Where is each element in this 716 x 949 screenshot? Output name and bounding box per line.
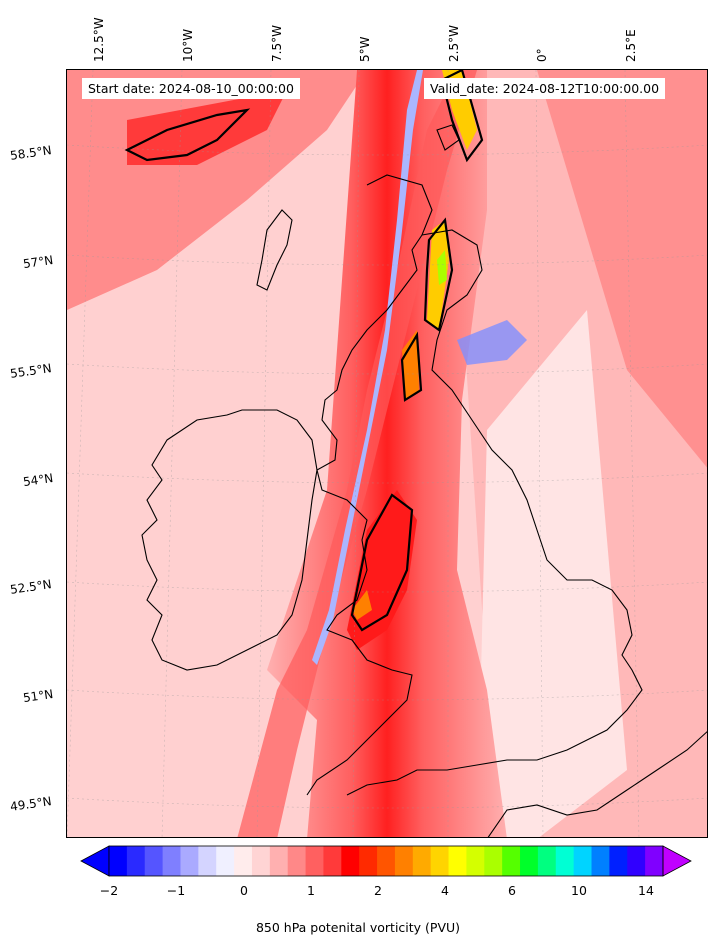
lon-label: 0° bbox=[535, 48, 549, 62]
lat-label: 51°N bbox=[22, 686, 55, 706]
colorbar-swatch bbox=[377, 846, 396, 876]
colorbar-swatch bbox=[502, 846, 521, 876]
colorbar-swatch bbox=[520, 846, 539, 876]
colorbar-tick-label: 0 bbox=[240, 883, 248, 898]
britain-west-coast bbox=[306, 174, 433, 796]
colorbar-swatch bbox=[466, 846, 485, 876]
valid-date-label: Valid_date: 2024-08-12T10:00:00.00 bbox=[424, 78, 666, 99]
colorbar-swatch bbox=[305, 846, 324, 876]
lat-label: 58.5°N bbox=[9, 143, 53, 163]
lon-label: 2.5°W bbox=[447, 25, 461, 62]
lon-label: 12.5°W bbox=[92, 17, 106, 62]
colorbar-swatch bbox=[144, 846, 164, 876]
pv-core-scotland bbox=[427, 220, 449, 330]
colorbar-swatch bbox=[448, 846, 467, 876]
pv-streak-east bbox=[537, 70, 707, 468]
pv-contour-northwest bbox=[124, 108, 251, 162]
colorbar-swatch bbox=[627, 846, 646, 876]
lon-label: 10°W bbox=[181, 28, 195, 62]
pv-contours bbox=[124, 70, 484, 632]
colorbar-swatch bbox=[359, 846, 378, 876]
colorbar-swatch bbox=[609, 846, 628, 876]
pv-contour-wales bbox=[350, 493, 414, 632]
pv-core-scotland-max bbox=[437, 250, 447, 285]
coastlines bbox=[141, 124, 707, 837]
pv-negative-streak bbox=[312, 70, 423, 665]
colorbar-tick-label: 1 bbox=[307, 883, 315, 898]
start-date-label: Start date: 2024-08-10_00:00:00 bbox=[82, 78, 300, 99]
pv-band-west-edge bbox=[237, 70, 477, 837]
colorbar-tick-label: 4 bbox=[441, 883, 449, 898]
ireland-coast bbox=[141, 409, 318, 671]
colorbar-swatch bbox=[555, 846, 575, 876]
colorbar-swatch bbox=[430, 846, 450, 876]
colorbar-swatch bbox=[484, 846, 503, 876]
colorbar-swatch bbox=[162, 846, 181, 876]
lat-label: 52.5°N bbox=[9, 577, 53, 597]
colorbar-title: 850 hPa potenital vorticity (PVU) bbox=[255, 920, 461, 935]
colorbar-swatch bbox=[394, 846, 414, 876]
hebrides-coast bbox=[256, 209, 293, 291]
graticule bbox=[67, 70, 707, 837]
pv-negative-blob bbox=[457, 320, 527, 365]
lat-label: 49.5°N bbox=[9, 794, 53, 814]
colorbar-swatch bbox=[412, 846, 432, 876]
lon-label: 5°W bbox=[358, 36, 372, 63]
lat-label: 57°N bbox=[22, 252, 55, 272]
lon-label: 2.5°E bbox=[624, 29, 638, 62]
pv-max-northwest bbox=[127, 90, 287, 165]
pv-contour-central bbox=[400, 331, 423, 402]
colorbar-swatch bbox=[341, 846, 360, 876]
colorbar-swatch bbox=[251, 846, 271, 876]
colorbar-tick-label: 10 bbox=[571, 883, 587, 898]
lat-label: 55.5°N bbox=[9, 361, 53, 381]
colorbar bbox=[80, 845, 692, 877]
colorbar-swatch bbox=[287, 846, 307, 876]
colorbar-swatch bbox=[573, 846, 593, 876]
pv-core-central bbox=[402, 330, 419, 400]
colorbar-swatch bbox=[269, 846, 289, 876]
colorbar-tick-label: −1 bbox=[166, 883, 186, 898]
colorbar-swatch bbox=[645, 846, 664, 876]
colorbar-swatch bbox=[323, 846, 342, 876]
pv-contour-scotland bbox=[423, 217, 454, 332]
colorbar-tick-label: −2 bbox=[99, 883, 119, 898]
britain-east-coast bbox=[346, 229, 643, 796]
colorbar-extend-low bbox=[80, 845, 110, 877]
pv-contour-north bbox=[440, 70, 484, 163]
lon-label: 7.5°W bbox=[270, 25, 284, 62]
colorbar-tick-label: 14 bbox=[638, 883, 654, 898]
colorbar-swatch bbox=[234, 846, 253, 876]
colorbar-swatch bbox=[591, 846, 610, 876]
colorbar-tick-label: 2 bbox=[374, 883, 382, 898]
colorbar-tick-label: 6 bbox=[508, 883, 516, 898]
pv-field-map bbox=[67, 70, 707, 837]
colorbar-swatch bbox=[126, 846, 146, 876]
colorbar-extend-high bbox=[662, 845, 692, 877]
colorbar-swatch bbox=[180, 846, 199, 876]
lat-label: 54°N bbox=[22, 470, 55, 490]
colorbar-swatch bbox=[216, 846, 235, 876]
colorbar-swatch bbox=[109, 846, 128, 876]
map-panel bbox=[66, 69, 708, 838]
pv-low-east bbox=[477, 310, 627, 837]
colorbar-swatch bbox=[537, 846, 557, 876]
france-coast bbox=[487, 731, 707, 837]
colorbar-swatch bbox=[198, 846, 217, 876]
colorbar-frame bbox=[108, 845, 664, 877]
pv-core-wales-max bbox=[352, 590, 372, 620]
